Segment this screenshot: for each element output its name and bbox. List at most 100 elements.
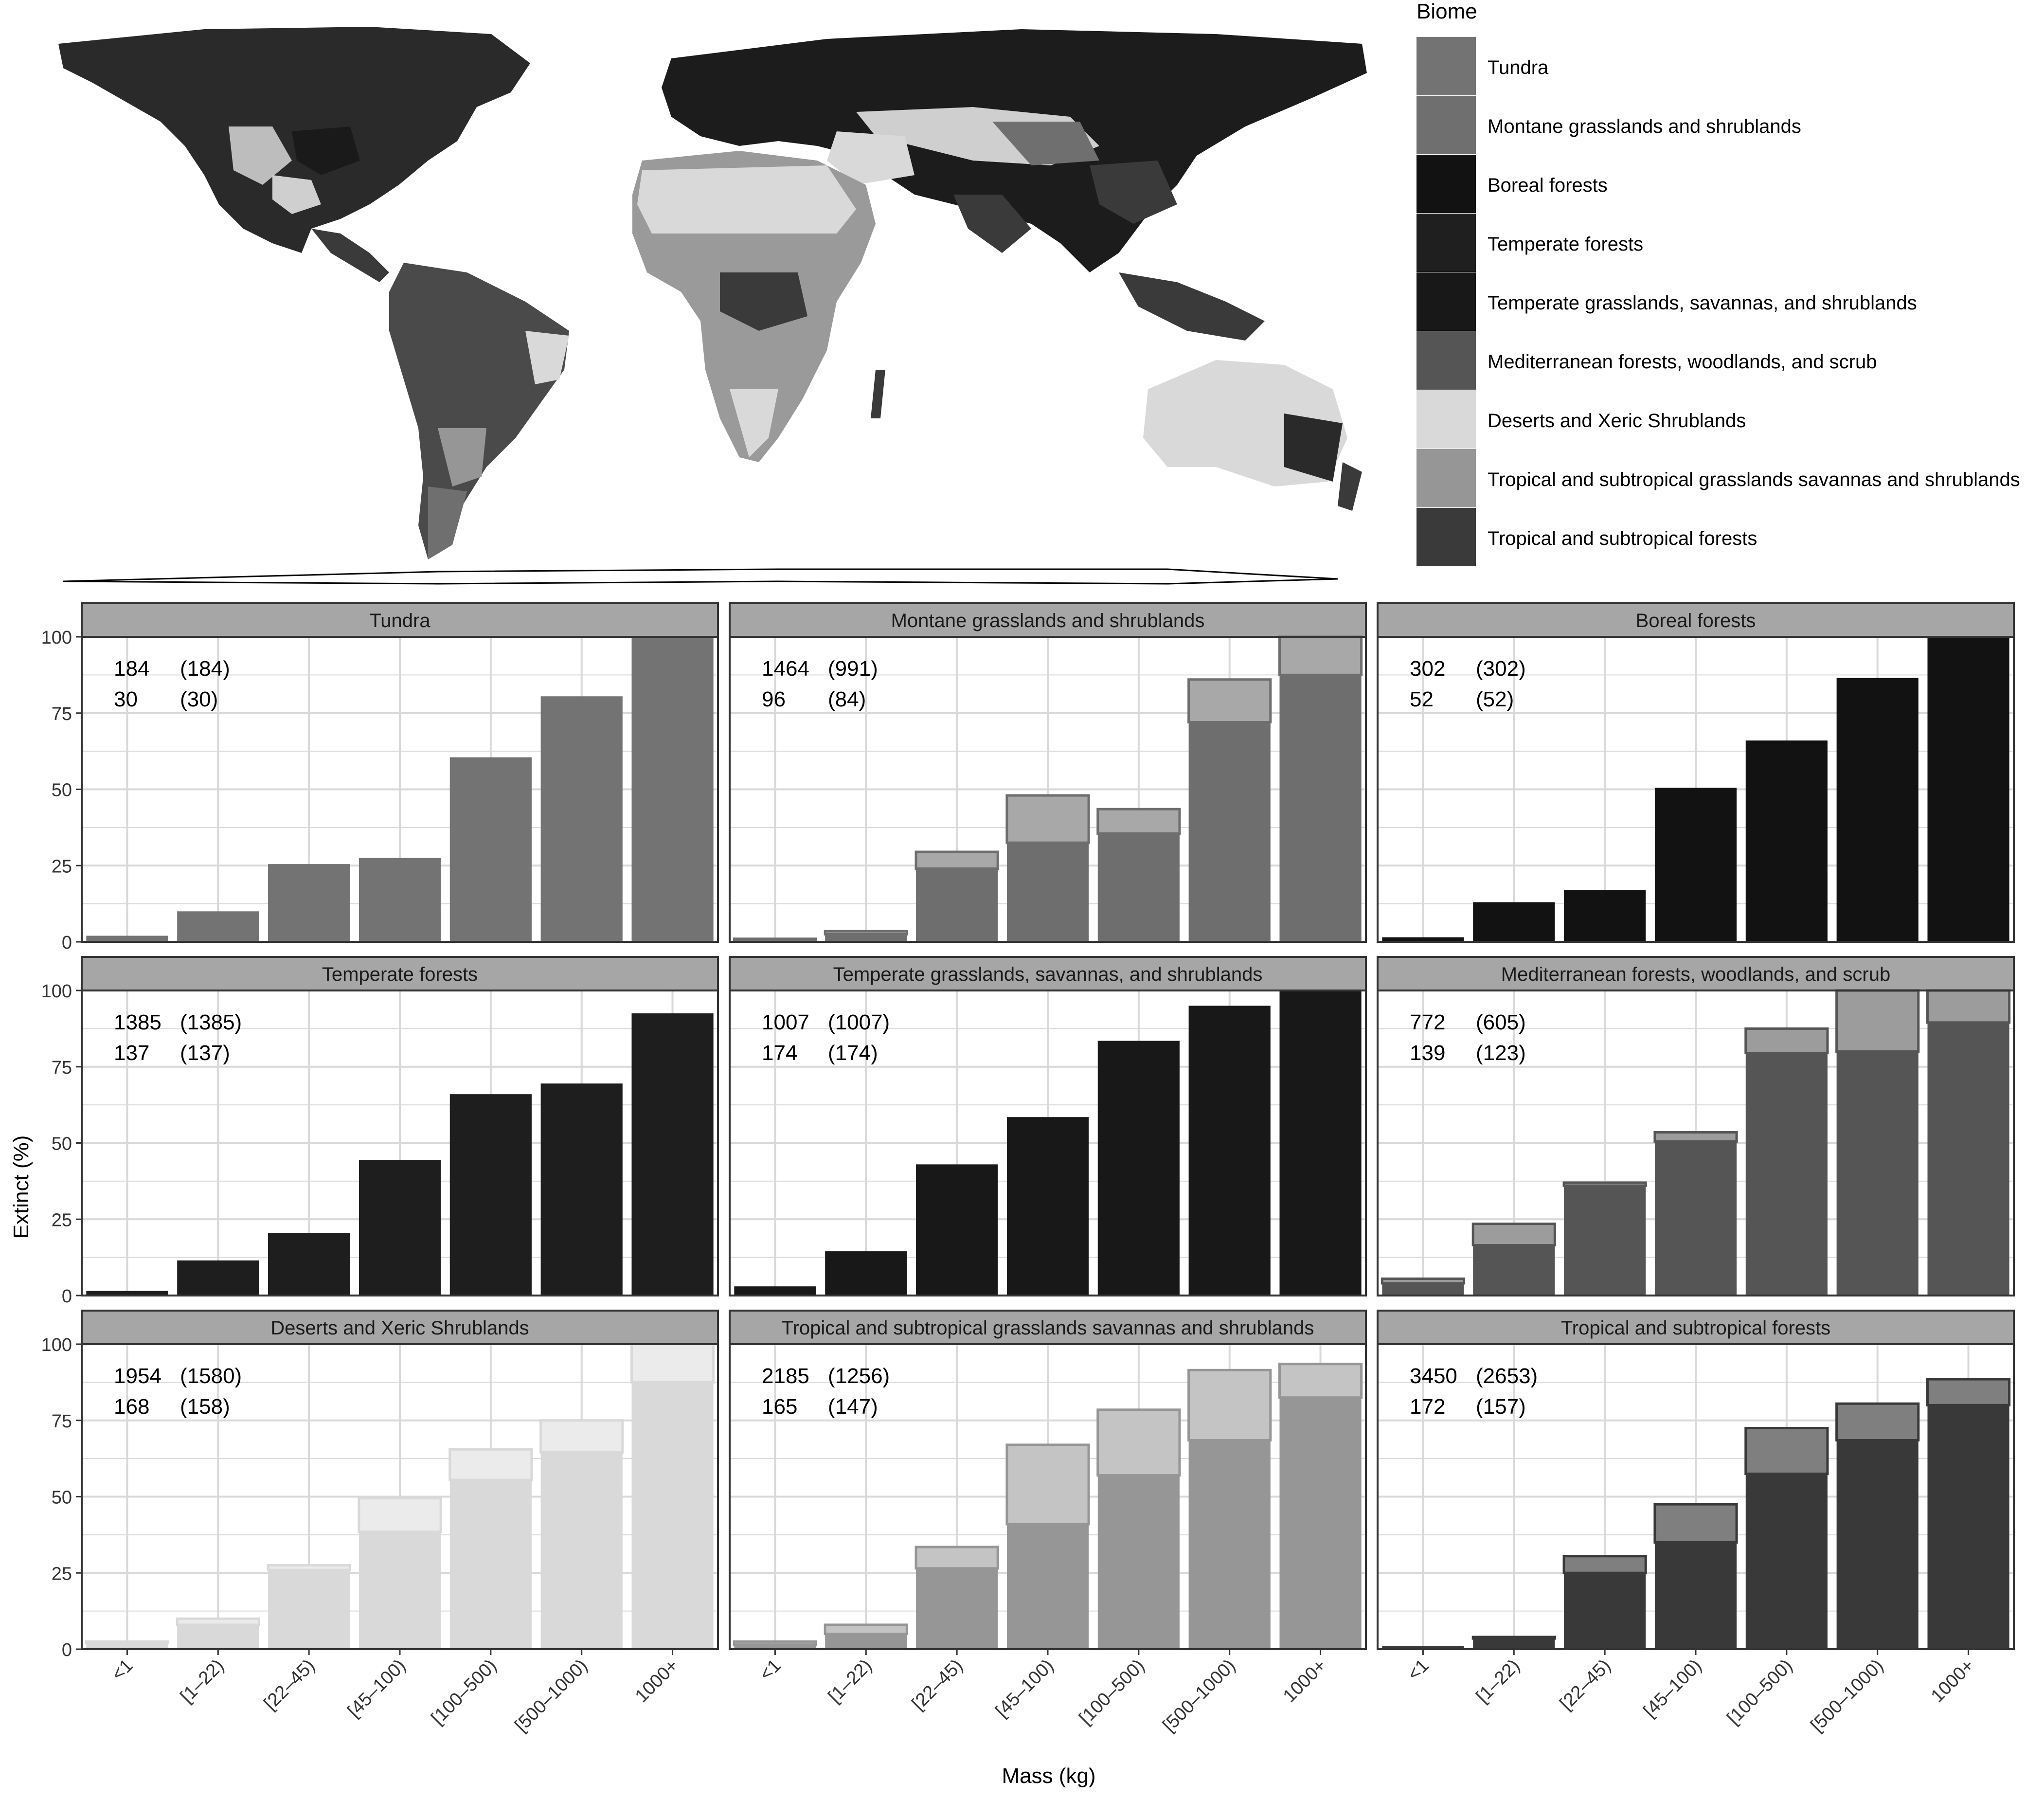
x-tick-label: [1–22) <box>825 1656 876 1707</box>
count-label-paren: (123) <box>1476 1041 1526 1065</box>
count-label-paren: (84) <box>828 687 866 711</box>
y-tick-label: 50 <box>52 1488 72 1508</box>
legend-label: Deserts and Xeric Shrublands <box>1488 410 1746 432</box>
count-label: 3450 <box>1410 1364 1457 1388</box>
panel-border <box>729 636 1367 943</box>
bar <box>1654 788 1737 942</box>
facet-panel: Montane grasslands and shrublands 1464 (99… <box>729 602 1367 943</box>
bar <box>177 1624 259 1649</box>
y-tick-label: 75 <box>52 1058 72 1078</box>
x-tick-label: [500–1000) <box>1159 1656 1239 1736</box>
bar <box>1279 990 1362 1296</box>
bar-upper <box>1744 1426 1829 1475</box>
bar <box>734 1644 816 1649</box>
bar <box>631 1382 714 1649</box>
bar <box>1188 722 1271 942</box>
bar-upper <box>1835 1402 1920 1442</box>
bar-upper <box>733 937 818 942</box>
x-tick-label: 1000+ <box>631 1656 682 1707</box>
bar-upper <box>1835 989 1920 1053</box>
count-label-paren: (1007) <box>828 1010 890 1034</box>
count-label-paren: (991) <box>828 657 878 681</box>
bar-upper <box>824 930 908 936</box>
legend-title: Biome <box>1416 0 1477 23</box>
bar <box>1836 1051 1918 1296</box>
bar-upper <box>1005 794 1090 844</box>
facet-strip <box>729 956 1367 991</box>
y-tick-label: 100 <box>41 1335 72 1355</box>
panel-border <box>1377 990 2015 1296</box>
bar <box>449 1094 532 1296</box>
legend-label: Montane grasslands and shrublands <box>1488 116 1801 137</box>
bar <box>1473 1245 1555 1296</box>
bar <box>916 1164 998 1296</box>
bar <box>1927 637 2009 942</box>
bar <box>734 1286 816 1296</box>
facet-panels: Tundra 184 (184) 30 (30) 0 25 50 75 100 Montane gr… <box>41 602 2015 1736</box>
y-tick-label: 25 <box>52 1210 72 1230</box>
bar-upper <box>1926 989 2011 1024</box>
count-label-paren: (52) <box>1476 687 1514 711</box>
bar <box>1188 1006 1271 1296</box>
legend-label: Tundra <box>1488 57 1549 78</box>
facet-panel: Tropical and subtropical forests 3450 (265… <box>1377 1310 2015 1736</box>
legend-swatch <box>1416 390 1476 449</box>
bar <box>449 1480 532 1649</box>
count-label: 137 <box>114 1041 149 1065</box>
x-tick-label: [1–22) <box>1472 1656 1524 1707</box>
count-label: 1385 <box>114 1010 161 1034</box>
bar-upper <box>358 1497 442 1533</box>
bar-upper <box>1562 1555 1647 1574</box>
bar <box>1836 678 1918 942</box>
x-tick-label: [100–500) <box>427 1656 501 1729</box>
x-axis-title: Mass (kg) <box>1002 1764 1095 1788</box>
bar-upper <box>1744 1027 1829 1055</box>
facet-title: Deserts and Xeric Shrublands <box>270 1317 529 1339</box>
bar-upper <box>1653 1503 1738 1544</box>
bar <box>1836 1440 1918 1649</box>
facet-title: Tundra <box>369 610 430 631</box>
bar <box>1564 890 1646 942</box>
legend-swatch <box>1416 449 1476 507</box>
facet-title: Tropical and subtropical forests <box>1561 1317 1830 1339</box>
bar-upper <box>539 1419 624 1454</box>
y-tick-label: 100 <box>41 981 72 1002</box>
count-label-paren: (158) <box>180 1395 230 1419</box>
bar <box>1006 1524 1089 1649</box>
facet-strip <box>1377 602 2015 638</box>
bar-upper <box>1278 635 1363 676</box>
bar-upper <box>1278 1363 1363 1399</box>
bar-upper <box>85 1640 170 1644</box>
bar-upper <box>1471 1223 1556 1247</box>
count-label-paren: (157) <box>1476 1395 1526 1419</box>
facet-title: Boreal forests <box>1636 610 1756 631</box>
bar <box>1097 833 1180 942</box>
bar <box>1097 1041 1180 1296</box>
bar-upper <box>1926 1378 2011 1406</box>
bar <box>631 637 714 942</box>
bar <box>1097 1475 1180 1649</box>
facet-title: Montane grasslands and shrublands <box>891 610 1205 631</box>
bar <box>916 868 998 942</box>
facet-title: Mediterranean forests, woodlands, and sc… <box>1501 964 1890 985</box>
facet-title: Temperate forests <box>322 964 478 985</box>
x-tick-label: [45–100) <box>1640 1656 1706 1722</box>
y-axis-title: Extinct (%) <box>9 1135 33 1239</box>
count-label: 165 <box>762 1395 797 1419</box>
panel-border <box>729 990 1367 1296</box>
x-tick-label: [500–1000) <box>1807 1656 1887 1736</box>
y-tick-label: 75 <box>52 704 72 724</box>
bar-upper <box>1562 1181 1647 1187</box>
bar <box>268 1233 350 1296</box>
bar <box>825 1251 907 1296</box>
bar-upper <box>1381 1278 1466 1285</box>
bar-upper <box>267 1564 351 1571</box>
count-label-paren: (147) <box>828 1395 878 1419</box>
bar <box>1473 902 1555 942</box>
count-label: 1007 <box>762 1010 809 1034</box>
legend-label: Tropical and subtropical grasslands sava… <box>1488 469 2020 490</box>
count-label-paren: (1385) <box>180 1010 242 1034</box>
count-label: 184 <box>114 657 149 681</box>
